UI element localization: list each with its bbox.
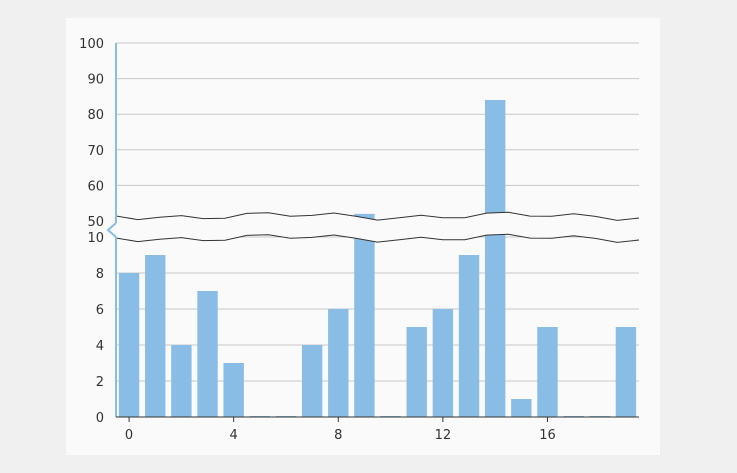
x-tick-label-4: 4 bbox=[230, 428, 238, 443]
bar-11 bbox=[406, 327, 427, 417]
y-tick-label-80: 80 bbox=[87, 108, 104, 123]
bar-3 bbox=[197, 291, 218, 417]
y-tick-label-90: 90 bbox=[87, 73, 104, 88]
bar-9 bbox=[354, 213, 375, 417]
bar-2 bbox=[171, 345, 192, 417]
bar-13 bbox=[458, 255, 480, 417]
bar-4 bbox=[223, 363, 244, 417]
y-tick-label-70: 70 bbox=[87, 144, 104, 159]
x-tick-label-16: 16 bbox=[539, 428, 556, 443]
axis-break bbox=[115, 211, 640, 243]
bar-0 bbox=[118, 273, 140, 417]
y-tick-label-4: 4 bbox=[96, 339, 104, 354]
axis-break-line-bottom bbox=[115, 233, 640, 243]
bar-1 bbox=[145, 255, 166, 417]
x-tick-label-12: 12 bbox=[435, 428, 452, 443]
x-tick-label-0: 0 bbox=[125, 428, 133, 443]
y-tick-label-6: 6 bbox=[96, 303, 104, 318]
bar-14 bbox=[484, 99, 506, 418]
y-tick-label-0: 0 bbox=[96, 411, 104, 426]
y-tick-label-8: 8 bbox=[96, 267, 104, 282]
axis-break-band bbox=[116, 212, 639, 243]
y-axis-break-zigzag bbox=[106, 222, 117, 238]
axis-break-line-top bbox=[115, 211, 640, 221]
bar-15 bbox=[511, 399, 532, 417]
bars bbox=[118, 99, 637, 418]
x-tick-label-8: 8 bbox=[334, 428, 342, 443]
chart-card: 0 2 4 6 8 10 50 60 70 80 90 100 0 4 8 12 16 bbox=[66, 18, 660, 455]
y-tick-label-100: 100 bbox=[79, 37, 104, 52]
grid-lines bbox=[116, 42, 639, 382]
bar-7 bbox=[301, 345, 323, 417]
bar-12 bbox=[432, 309, 454, 417]
y-tick-label-50: 50 bbox=[87, 215, 104, 230]
y-tick-label-10: 10 bbox=[87, 231, 104, 246]
y-tick-label-2: 2 bbox=[96, 375, 104, 390]
bar-19 bbox=[615, 327, 637, 417]
bar-16 bbox=[537, 327, 558, 417]
axes bbox=[106, 43, 639, 422]
bar-8 bbox=[328, 309, 349, 417]
y-tick-label-60: 60 bbox=[87, 179, 104, 194]
